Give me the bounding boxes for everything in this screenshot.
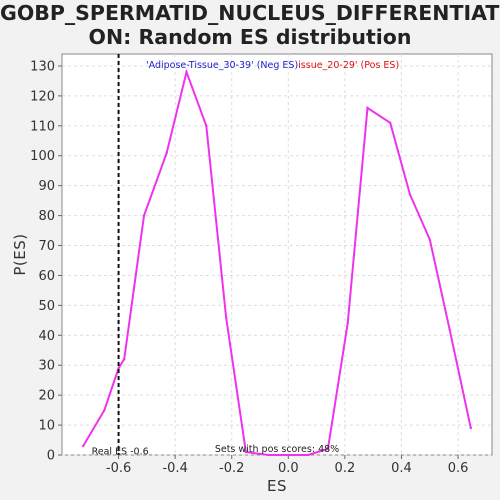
data-point — [469, 426, 472, 430]
axes: 0 10 20 30 40 50 60 70 80 90 100 110 120 130 -0.6 -0.4 -… — [11, 59, 468, 495]
y-tick-label: 30 — [38, 359, 55, 374]
data-point — [142, 214, 146, 217]
data-point — [408, 193, 412, 196]
x-axis-label: ES — [267, 477, 287, 495]
data-point — [366, 106, 369, 110]
y-tick-label: 80 — [38, 209, 55, 224]
data-point — [82, 444, 85, 448]
chart-title-line-1: GOBP_SPERMATID_NUCLEUS_DIFFERENTIATI — [0, 1, 500, 25]
x-tick-label: -0.2 — [219, 461, 244, 476]
y-tick-label: 10 — [38, 419, 55, 434]
legend-entry: issue_20-29' (Pos ES) — [298, 60, 399, 71]
data-point — [117, 367, 120, 370]
y-axis-label: P(ES) — [11, 233, 29, 275]
x-tick-label: -0.4 — [162, 461, 187, 476]
x-tick-label: -0.6 — [106, 461, 131, 476]
chart-title-line-2: ON: Random ES distribution — [88, 25, 412, 49]
data-point — [287, 453, 290, 457]
x-tick-label: 0.6 — [448, 461, 469, 476]
y-tick-label: 60 — [38, 269, 55, 284]
y-tick-label: 120 — [30, 89, 55, 104]
data-point — [267, 453, 270, 457]
data-point — [326, 447, 330, 451]
real-es-label: Real ES -0.6 — [92, 447, 149, 458]
y-tick-label: 20 — [38, 389, 55, 404]
y-tick-label: 40 — [38, 329, 55, 344]
pos-scores-annotation: Sets with pos scores: 48% — [215, 444, 339, 455]
data-point — [448, 328, 451, 331]
x-tick-label: 0.0 — [278, 461, 299, 476]
y-tick-label: 50 — [38, 299, 55, 314]
data-point — [346, 322, 349, 325]
data-point — [306, 453, 310, 457]
x-tick-label: 0.4 — [391, 461, 412, 476]
data-point — [205, 124, 208, 128]
data-point — [388, 121, 392, 125]
series-layer — [82, 68, 472, 457]
data-point — [244, 450, 248, 454]
annotations-layer: Real ES -0.6 Sets with pos scores: 48% 'Ad… — [92, 54, 399, 458]
x-tick-label: 0.2 — [335, 461, 356, 476]
y-tick-label: 0 — [47, 449, 55, 464]
data-point — [224, 316, 228, 319]
data-point — [123, 358, 126, 361]
data-point — [428, 238, 431, 241]
data-point — [103, 408, 106, 412]
legend-entry: 'Adipose-Tissue_30-39' (Neg ES) — [146, 60, 298, 71]
y-tick-label: 110 — [30, 119, 55, 134]
data-point — [185, 70, 188, 74]
y-tick-label: 70 — [38, 239, 55, 254]
data-point — [165, 151, 168, 154]
y-tick-label: 100 — [30, 149, 55, 164]
plot-area — [61, 53, 493, 456]
legend: 'Adipose-Tissue_30-39' (Neg ES)issue_20-… — [146, 60, 399, 71]
y-tick-label: 130 — [30, 59, 55, 74]
y-tick-label: 90 — [38, 179, 55, 194]
